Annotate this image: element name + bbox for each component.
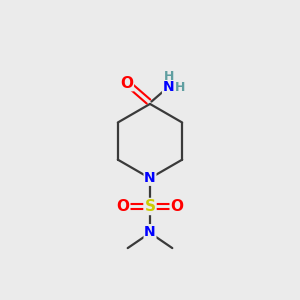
Text: O: O [120,76,133,91]
Text: H: H [175,81,185,94]
Text: S: S [145,199,155,214]
Text: N: N [163,80,174,94]
Text: O: O [117,199,130,214]
Text: N: N [144,225,156,239]
Text: H: H [164,70,174,83]
Text: N: N [144,171,156,185]
Text: O: O [170,199,183,214]
